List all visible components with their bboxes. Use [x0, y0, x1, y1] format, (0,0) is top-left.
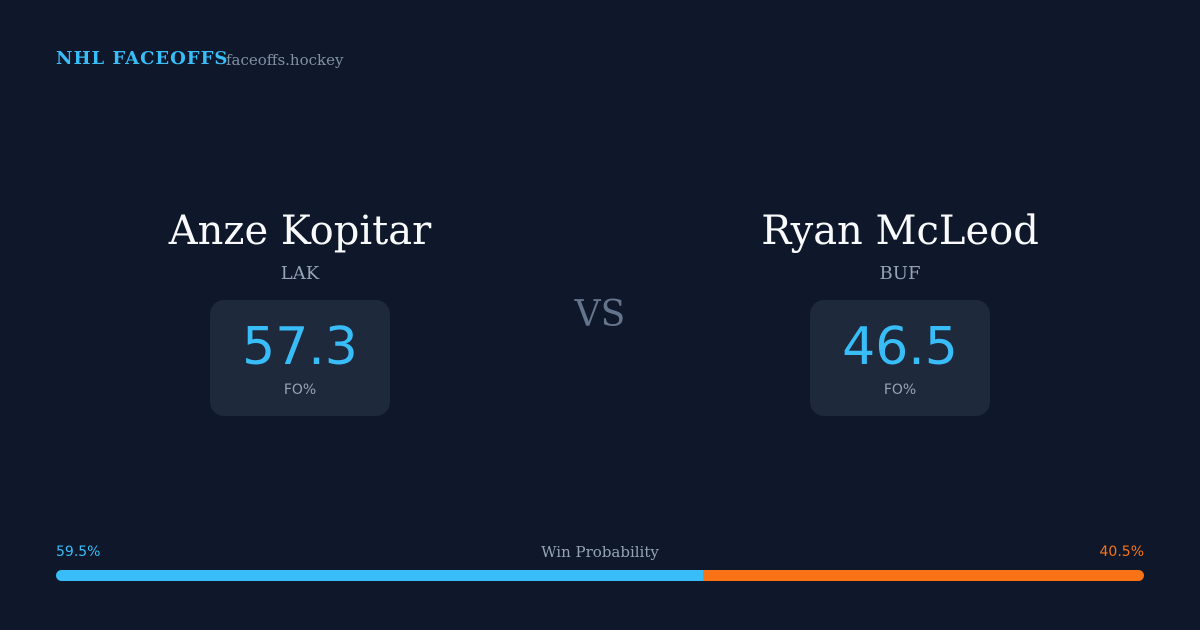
- away-probability-bar: [703, 570, 1144, 581]
- player-card: Anze Kopitar LAK 57.3 FO%: [50, 205, 550, 416]
- stat-box: 57.3 FO%: [210, 300, 390, 416]
- probability-bar: [56, 570, 1144, 581]
- player-team: BUF: [879, 263, 921, 284]
- site-name: faceoffs.hockey: [226, 51, 344, 69]
- brand-title: NHL FACEOFFS: [56, 48, 229, 69]
- home-probability-bar: [56, 570, 704, 581]
- win-probability-title: Win Probability: [541, 543, 659, 561]
- away-probability-label: 40.5%: [1099, 544, 1144, 560]
- versus: VS: [574, 294, 626, 335]
- stat-label: FO%: [883, 382, 917, 398]
- player-name: Ryan McLeod: [761, 208, 1039, 254]
- stat-value: 57.3: [242, 317, 358, 377]
- player-team: LAK: [280, 263, 320, 284]
- stat-label: FO%: [283, 382, 317, 398]
- stat-box: 46.5 FO%: [810, 300, 990, 416]
- player-name: Anze Kopitar: [168, 208, 432, 254]
- stat-value: 46.5: [842, 317, 958, 377]
- home-probability-label: 59.5%: [56, 544, 101, 560]
- player-card: Ryan McLeod BUF 46.5 FO%: [650, 205, 1150, 416]
